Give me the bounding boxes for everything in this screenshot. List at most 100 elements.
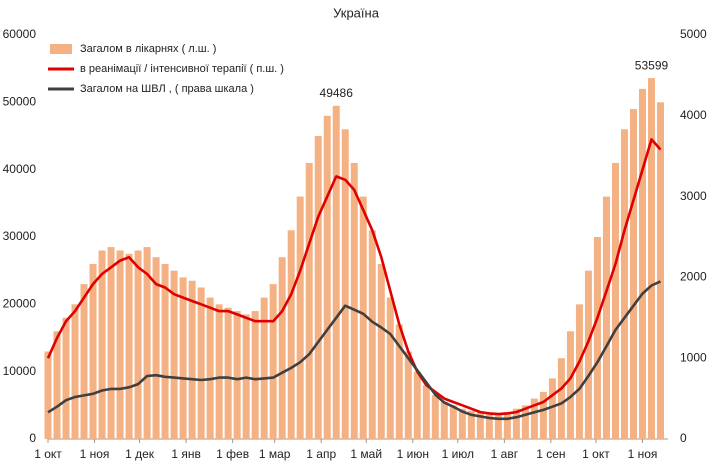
y2-tick-label: 4000 bbox=[680, 108, 707, 122]
bar bbox=[377, 263, 385, 439]
bar bbox=[305, 162, 313, 439]
legend-label: Загалом в лікарнях ( л.ш. ) bbox=[80, 43, 216, 55]
bar bbox=[584, 270, 592, 439]
y-tick-label: 10000 bbox=[3, 364, 37, 378]
bar bbox=[449, 405, 457, 439]
bar bbox=[107, 247, 115, 439]
chart-title: Україна bbox=[333, 5, 380, 20]
bar bbox=[53, 331, 61, 439]
x-tick-label: 1 авг bbox=[491, 447, 519, 461]
bar bbox=[611, 162, 619, 439]
bar bbox=[278, 257, 286, 439]
bar bbox=[332, 105, 340, 440]
y-tick-label: 40000 bbox=[3, 162, 37, 176]
legend-box bbox=[40, 38, 312, 100]
y2-tick-label: 3000 bbox=[680, 189, 707, 203]
bar bbox=[557, 358, 565, 439]
legend-label: в реанімації / інтенсивної терапії ( п.ш… bbox=[80, 63, 284, 75]
bar bbox=[413, 371, 421, 439]
bar bbox=[530, 398, 538, 439]
x-tick-label: 1 мар bbox=[259, 447, 291, 461]
bar bbox=[98, 250, 106, 439]
line bbox=[47, 280, 662, 421]
bar bbox=[656, 102, 664, 439]
bar bbox=[494, 413, 502, 439]
bar bbox=[359, 196, 367, 439]
bar bbox=[251, 311, 259, 439]
x-tick-label: 1 ноя bbox=[80, 447, 110, 461]
legend-label: Загалом на ШВЛ , ( права шкала ) bbox=[80, 83, 254, 95]
bar bbox=[467, 410, 475, 439]
bar bbox=[341, 129, 349, 439]
bar bbox=[80, 284, 88, 439]
bar bbox=[629, 109, 637, 440]
bar bbox=[134, 250, 142, 439]
y-tick-label: 0 bbox=[29, 431, 36, 445]
bar bbox=[215, 304, 223, 439]
bar bbox=[638, 88, 646, 439]
x-tick-label: 1 июл bbox=[442, 447, 474, 461]
y-tick-label: 60000 bbox=[3, 27, 37, 41]
bar bbox=[566, 331, 574, 439]
bar bbox=[269, 284, 277, 439]
bar bbox=[206, 297, 214, 439]
annotation: 53599 bbox=[635, 58, 669, 72]
bar bbox=[287, 230, 295, 439]
bar bbox=[62, 317, 70, 439]
bar bbox=[476, 412, 484, 439]
x-tick-label: 1 фев bbox=[216, 447, 249, 461]
x-tick-label: 1 апр bbox=[306, 447, 336, 461]
bar bbox=[71, 304, 79, 439]
x-tick-label: 1 окт bbox=[582, 447, 610, 461]
bar bbox=[143, 247, 151, 439]
bar bbox=[386, 297, 394, 439]
bar bbox=[188, 280, 196, 439]
x-tick-label: 1 ноя bbox=[628, 447, 658, 461]
bar bbox=[422, 385, 430, 439]
bar bbox=[314, 136, 322, 439]
bar bbox=[233, 311, 241, 439]
bar bbox=[152, 257, 160, 439]
bar bbox=[116, 250, 124, 439]
bar bbox=[395, 324, 403, 439]
bar bbox=[161, 263, 169, 439]
bar bbox=[179, 277, 187, 439]
bar bbox=[485, 413, 493, 439]
bar bbox=[548, 378, 556, 439]
bar bbox=[197, 287, 205, 439]
x-tick-label: 1 май bbox=[350, 447, 382, 461]
bar bbox=[260, 297, 268, 439]
bar bbox=[296, 196, 304, 439]
bar bbox=[575, 304, 583, 439]
y-tick-label: 50000 bbox=[3, 95, 37, 109]
bar bbox=[44, 351, 52, 439]
bar bbox=[458, 408, 466, 439]
bar bbox=[368, 230, 376, 439]
bar bbox=[350, 162, 358, 439]
x-tick-label: 1 окт bbox=[34, 447, 62, 461]
x-tick-label: 1 дек bbox=[125, 447, 155, 461]
y-tick-label: 20000 bbox=[3, 297, 37, 311]
bar bbox=[503, 412, 511, 439]
bar bbox=[125, 253, 133, 439]
bar bbox=[323, 115, 331, 440]
annotation: 49486 bbox=[320, 86, 354, 100]
x-tick-label: 1 сен bbox=[536, 447, 565, 461]
bar bbox=[521, 405, 529, 439]
line bbox=[46, 138, 662, 416]
bar bbox=[440, 401, 448, 439]
legend-swatch bbox=[50, 44, 72, 54]
x-tick-label: 1 янв bbox=[171, 447, 201, 461]
bar bbox=[593, 237, 601, 439]
bar bbox=[404, 351, 412, 439]
y-tick-label: 30000 bbox=[3, 229, 37, 243]
bar bbox=[89, 263, 97, 439]
bar bbox=[224, 307, 232, 439]
y2-tick-label: 5000 bbox=[680, 27, 707, 41]
y2-tick-label: 0 bbox=[680, 431, 687, 445]
y2-tick-label: 1000 bbox=[680, 350, 707, 364]
bar bbox=[647, 78, 655, 439]
x-tick-label: 1 июн bbox=[397, 447, 429, 461]
bar bbox=[620, 129, 628, 439]
